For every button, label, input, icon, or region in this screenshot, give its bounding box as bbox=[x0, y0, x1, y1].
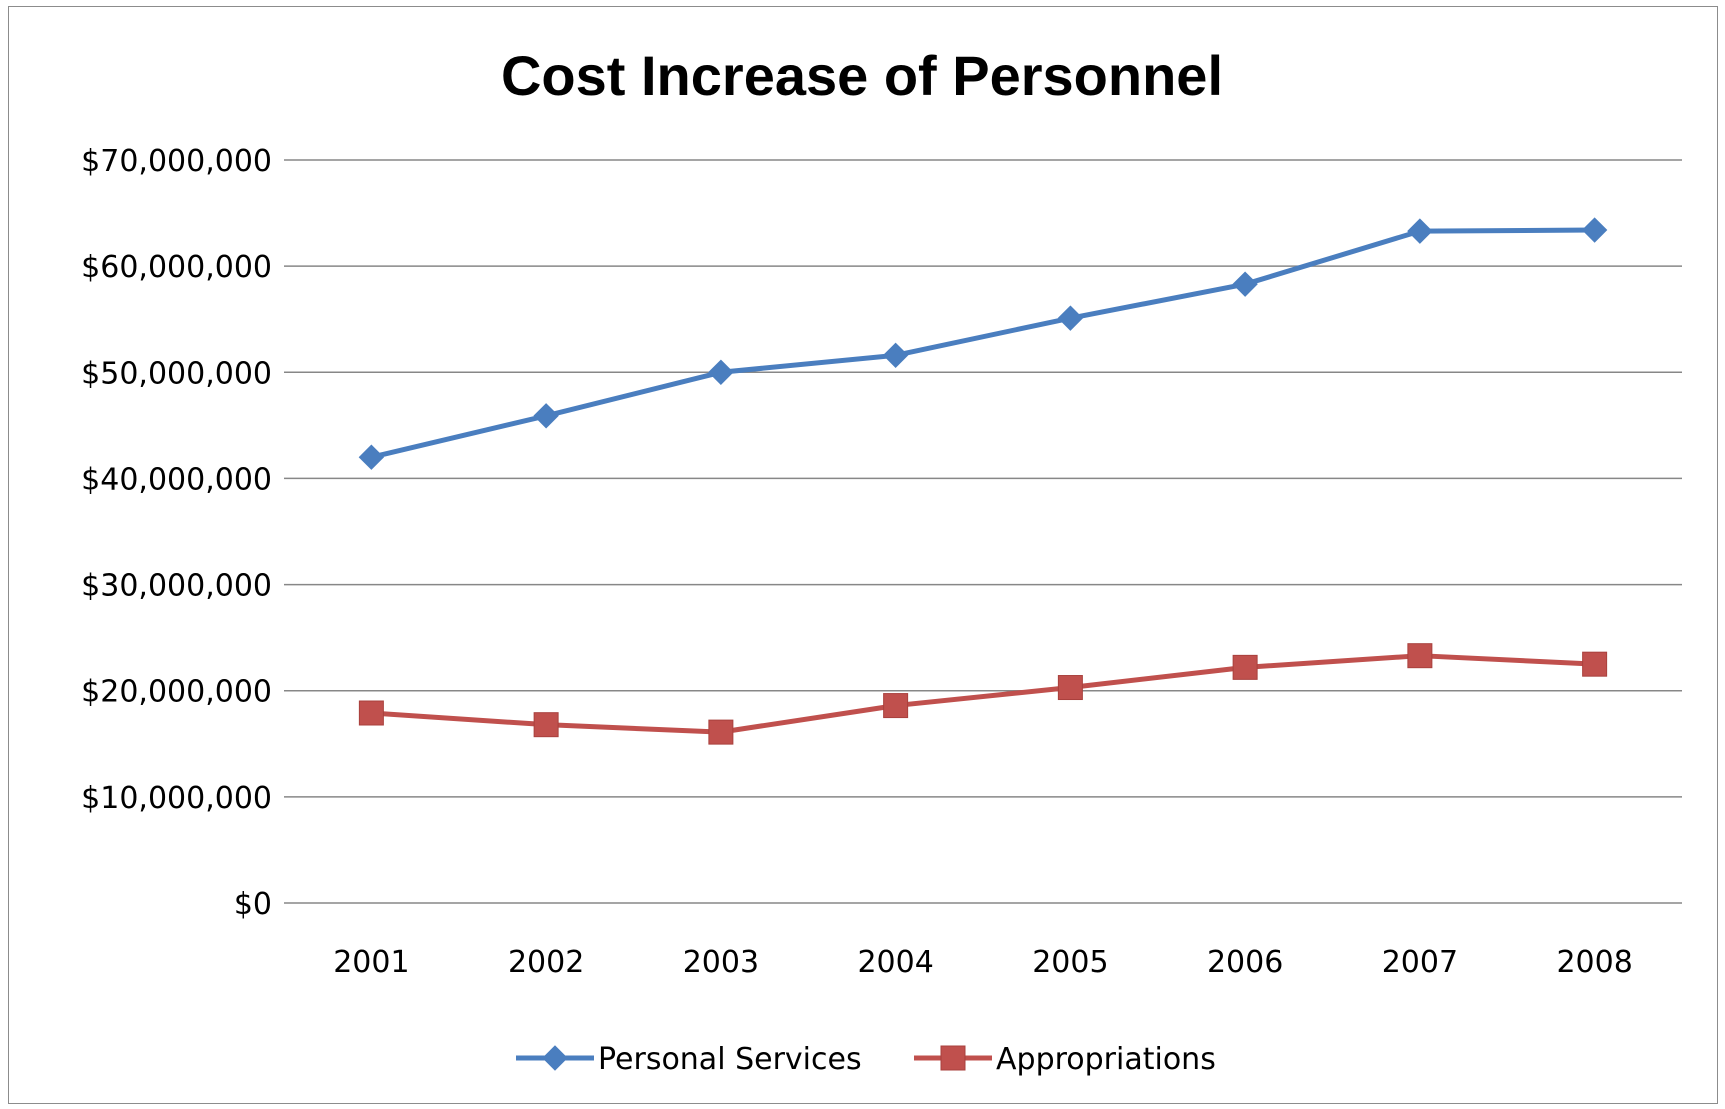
data-point-diamond bbox=[1581, 217, 1608, 243]
series-layer bbox=[358, 217, 1608, 745]
chart-frame bbox=[8, 6, 1718, 1104]
series-line bbox=[370, 227, 1595, 460]
chart-title: Cost Increase of Personnel bbox=[501, 44, 1223, 107]
x-tick-label: 2007 bbox=[1382, 945, 1458, 980]
data-point-diamond bbox=[1407, 218, 1433, 244]
y-tick-label: $70,000,000 bbox=[81, 144, 272, 179]
series-group bbox=[358, 217, 1608, 470]
x-tick-label: 2004 bbox=[857, 945, 933, 980]
y-axis-ticks: $0 $10,000,000 $20,000,000 $30,000,000 $40,0… bbox=[81, 144, 272, 922]
data-point-square bbox=[358, 700, 384, 726]
series-group bbox=[358, 643, 1608, 745]
data-point-square bbox=[883, 693, 909, 719]
data-point-diamond bbox=[708, 359, 734, 385]
data-point-diamond bbox=[542, 1045, 568, 1071]
legend-label: Appropriations bbox=[996, 1042, 1216, 1077]
data-point-square bbox=[533, 712, 559, 738]
y-tick-label: $40,000,000 bbox=[81, 462, 272, 497]
data-point-square bbox=[1232, 654, 1258, 680]
data-point-diamond bbox=[533, 403, 559, 429]
data-point-diamond bbox=[882, 342, 909, 369]
legend-label: Personal Services bbox=[598, 1042, 862, 1077]
legend-entry: Personal Services bbox=[516, 1042, 862, 1077]
y-tick-label: $60,000,000 bbox=[81, 250, 272, 285]
legend: Personal Services Appropriations bbox=[516, 1042, 1216, 1077]
x-tick-label: 2002 bbox=[508, 945, 584, 980]
legend-entry: Appropriations bbox=[914, 1042, 1216, 1077]
gridlines bbox=[284, 159, 1682, 904]
data-point-square bbox=[1407, 643, 1433, 669]
data-point-diamond bbox=[1232, 271, 1258, 297]
x-axis-ticks: 2001 2002 2003 2004 2005 2006 2007 2008 bbox=[333, 945, 1633, 980]
y-tick-label: $20,000,000 bbox=[81, 675, 272, 710]
x-tick-label: 2005 bbox=[1032, 945, 1108, 980]
data-point-square bbox=[1057, 675, 1083, 701]
y-tick-label: $50,000,000 bbox=[81, 356, 272, 391]
series-line bbox=[371, 653, 1595, 735]
data-point-square bbox=[940, 1045, 966, 1071]
data-point-square bbox=[708, 719, 734, 745]
y-tick-label: $0 bbox=[234, 887, 272, 922]
x-tick-label: 2006 bbox=[1207, 945, 1283, 980]
data-point-diamond bbox=[358, 444, 385, 470]
y-tick-label: $30,000,000 bbox=[81, 569, 272, 604]
y-tick-label: $10,000,000 bbox=[81, 781, 272, 816]
x-tick-label: 2008 bbox=[1556, 945, 1632, 980]
data-point-square bbox=[1582, 651, 1608, 677]
x-tick-label: 2001 bbox=[333, 945, 409, 980]
data-point-diamond bbox=[1057, 305, 1084, 331]
x-tick-label: 2003 bbox=[683, 945, 759, 980]
